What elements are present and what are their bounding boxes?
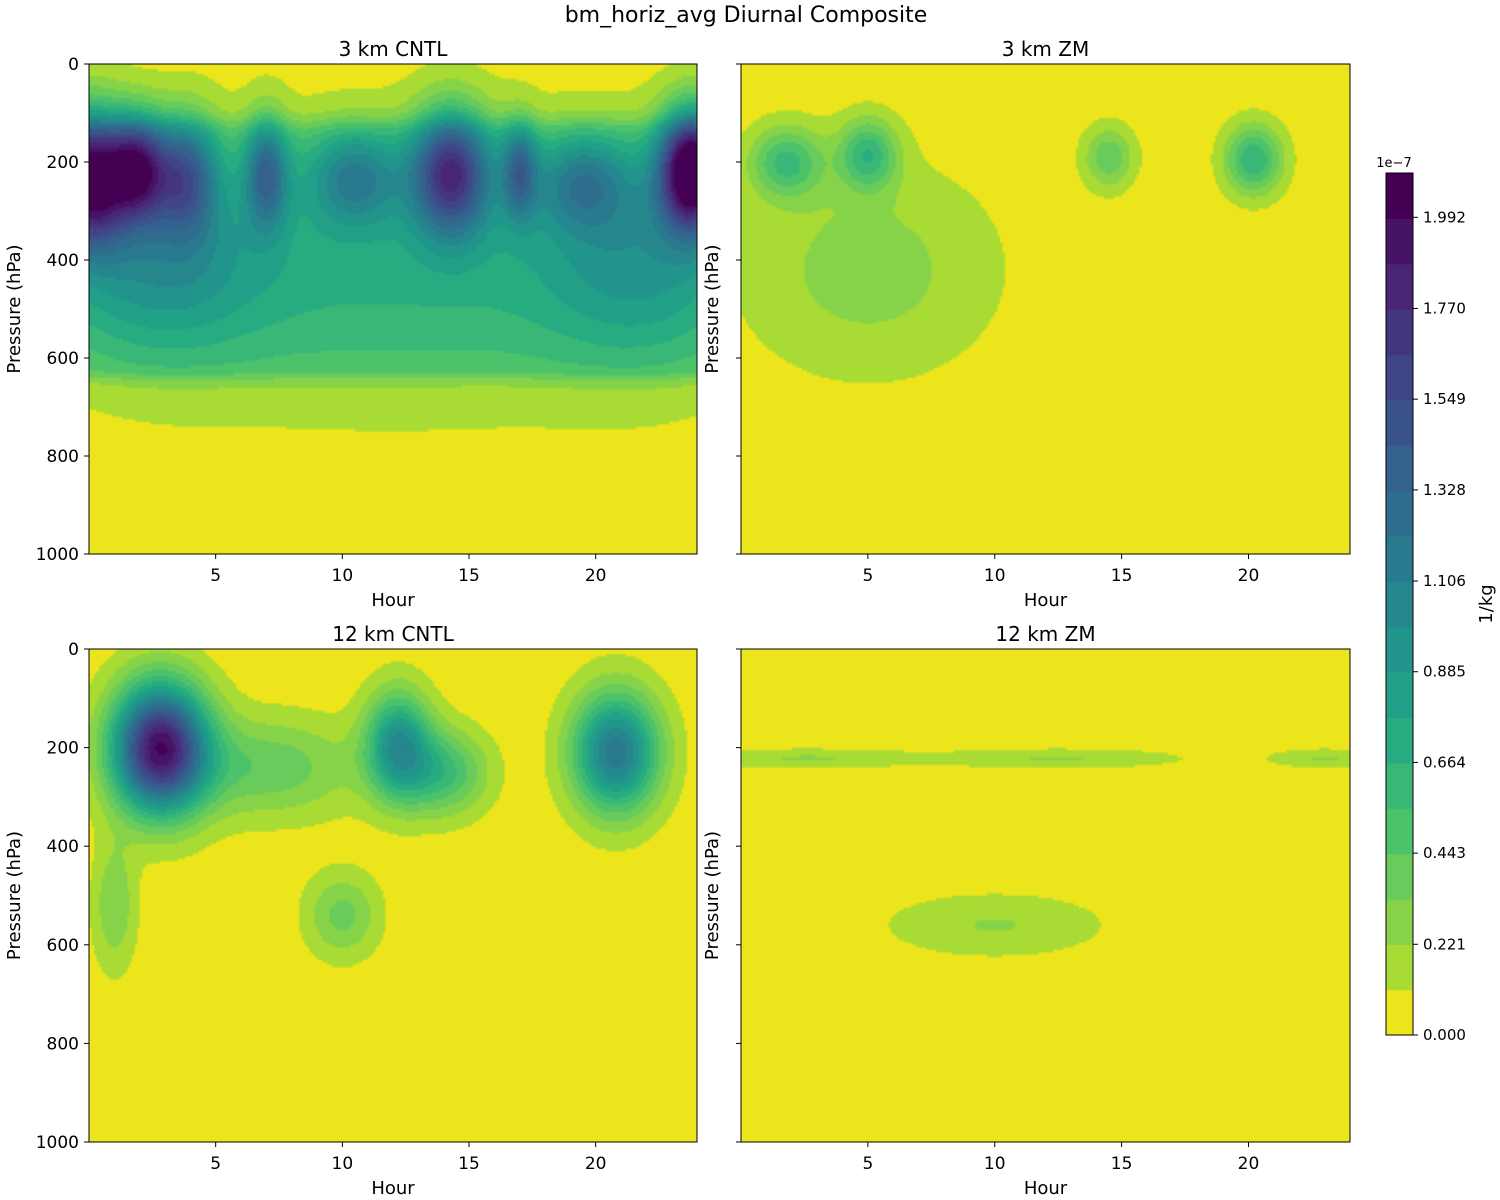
- y-axis-label: Pressure (hPa): [4, 831, 25, 960]
- colorbar-level: [1386, 535, 1413, 582]
- axes-frame: [740, 63, 1351, 555]
- colorbar-level: [1386, 808, 1413, 855]
- y-tick-label: 200: [47, 153, 79, 173]
- x-axis-label: Hour: [371, 1178, 415, 1199]
- colorbar-level: [1386, 399, 1413, 446]
- x-axis-label: Hour: [1024, 1178, 1068, 1199]
- colorbar-exponent-label: 1e−7: [1376, 156, 1411, 171]
- y-axis-label: Pressure (hPa): [4, 244, 25, 373]
- panel-title: 12 km ZM: [995, 622, 1095, 646]
- axes-frame: [88, 648, 698, 1143]
- panel-12-km-cntl: 12 km CNTL 5 10 15 20 Hour 0 200 400 600 800 1000 Pr…: [4, 622, 698, 1199]
- x-tick-label: 15: [1111, 1154, 1133, 1174]
- colorbar-level: [1386, 445, 1413, 492]
- y-tick-label: 0: [68, 640, 79, 660]
- colorbar-level: [1386, 853, 1413, 900]
- colorbar-frame: [1385, 172, 1414, 1036]
- colorbar-tick-label: 0.000: [1423, 1026, 1466, 1044]
- x-tick-label: 20: [1238, 566, 1260, 586]
- y-tick-label: 800: [47, 447, 79, 467]
- colorbar-level: [1386, 309, 1413, 356]
- colorbar-tick-label: 1.328: [1423, 481, 1466, 499]
- y-tick-label: 200: [47, 739, 79, 759]
- y-tick-label: 400: [47, 251, 79, 271]
- y-tick-label: 0: [68, 55, 79, 75]
- y-tick-label: 1000: [36, 545, 79, 565]
- x-tick-label: 20: [1238, 1154, 1260, 1174]
- panel-title: 3 km CNTL: [339, 37, 449, 61]
- y-tick-label: 600: [47, 936, 79, 956]
- y-tick-label: 1000: [36, 1133, 79, 1153]
- x-tick-label: 5: [862, 1154, 873, 1174]
- colorbar-level: [1386, 263, 1413, 310]
- colorbar-ticks: 0.000 0.221 0.443 0.664 0.885 1.106 1.328 1.549…: [1413, 208, 1466, 1044]
- axes-frame: [88, 63, 698, 555]
- colorbar-level: [1386, 762, 1413, 809]
- colorbar-tick-label: 0.221: [1423, 935, 1466, 953]
- colorbar-tick-label: 0.664: [1423, 753, 1466, 771]
- x-tick-label: 5: [210, 566, 221, 586]
- colorbar-level: [1386, 944, 1413, 991]
- colorbar-level: [1386, 898, 1413, 945]
- colorbar-tick-label: 1.770: [1423, 299, 1466, 317]
- colorbar-level: [1386, 218, 1413, 265]
- x-tick-label: 10: [332, 1154, 354, 1174]
- colorbar-level: [1386, 672, 1413, 719]
- colorbar-levels: [1386, 173, 1413, 1036]
- x-axis-label: Hour: [371, 590, 415, 611]
- x-tick-label: 10: [984, 566, 1006, 586]
- colorbar-label: 1/kg: [1476, 584, 1497, 623]
- x-axis-label: Hour: [1024, 590, 1068, 611]
- colorbar-level: [1386, 626, 1413, 673]
- y-tick-label: 800: [47, 1034, 79, 1054]
- figure-title: bm_horiz_avg Diurnal Composite: [565, 3, 928, 28]
- contour-field: [89, 64, 697, 554]
- colorbar-level: [1386, 490, 1413, 537]
- y-tick-label: 400: [47, 837, 79, 857]
- panel-3-km-cntl: 3 km CNTL 5 10 15 20 Hour 0 200 400 600 800 1000 Pre…: [4, 37, 698, 611]
- y-axis-label: Pressure (hPa): [702, 831, 723, 960]
- y-tick-label: 600: [47, 349, 79, 369]
- contour-field: [741, 64, 1350, 554]
- panel-3-km-zm: 3 km ZM 5 10 15 20 Hour Pressure (hPa): [702, 37, 1351, 611]
- colorbar-level: [1386, 173, 1413, 219]
- panel-12-km-zm: 12 km ZM 5 10 15 20 Hour Pressure (hPa): [702, 622, 1351, 1199]
- x-tick-label: 5: [862, 566, 873, 586]
- x-tick-label: 15: [458, 1154, 480, 1174]
- x-tick-label: 15: [1111, 566, 1133, 586]
- contour-field: [89, 649, 697, 1142]
- x-tick-label: 10: [984, 1154, 1006, 1174]
- x-tick-label: 20: [585, 1154, 607, 1174]
- colorbar-level: [1386, 989, 1413, 1036]
- colorbar: 0.000 0.221 0.443 0.664 0.885 1.106 1.328 1.549…: [1376, 156, 1497, 1044]
- x-tick-label: 5: [210, 1154, 221, 1174]
- axes-frame: [740, 648, 1351, 1143]
- panel-title: 3 km ZM: [1002, 37, 1089, 61]
- panel-title: 12 km CNTL: [332, 622, 454, 646]
- colorbar-level: [1386, 717, 1413, 764]
- colorbar-level: [1386, 354, 1413, 401]
- y-axis-label: Pressure (hPa): [702, 244, 723, 373]
- colorbar-tick-label: 0.443: [1423, 844, 1466, 862]
- contour-field: [741, 649, 1350, 1142]
- colorbar-tick-label: 1.106: [1423, 572, 1466, 590]
- x-tick-label: 10: [332, 566, 354, 586]
- colorbar-tick-label: 1.992: [1423, 208, 1466, 226]
- colorbar-level: [1386, 581, 1413, 628]
- x-tick-label: 20: [585, 566, 607, 586]
- x-tick-label: 15: [458, 566, 480, 586]
- colorbar-tick-label: 1.549: [1423, 390, 1466, 408]
- colorbar-tick-label: 0.885: [1423, 663, 1466, 681]
